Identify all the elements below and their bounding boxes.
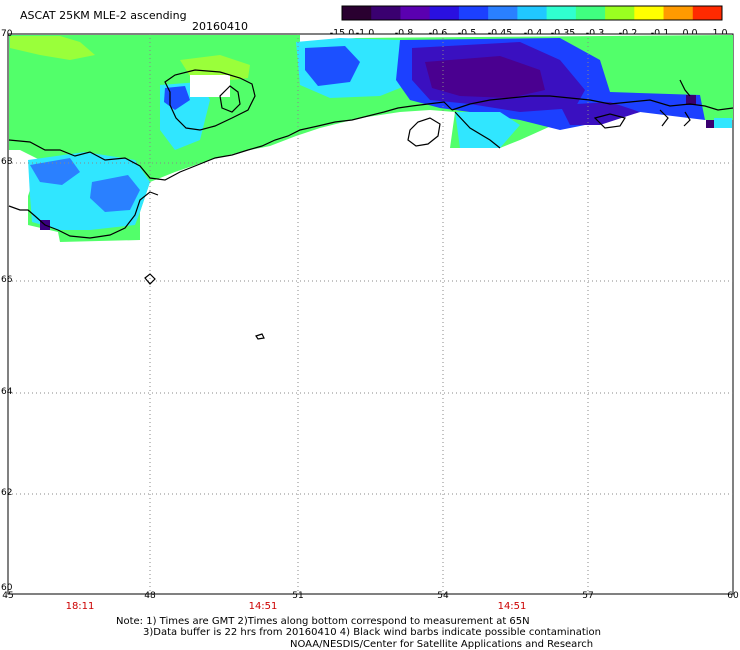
swath-purple-east-pixel	[686, 95, 696, 105]
colorbar-swatch	[517, 6, 548, 20]
longitude-label: 54	[437, 591, 449, 601]
coastline-island-north	[164, 69, 256, 131]
swath-blue-mid	[305, 46, 360, 86]
swath-cyan-east	[455, 112, 520, 148]
longitude-label: 51	[292, 591, 303, 601]
colorbar-swatch	[605, 6, 635, 20]
latitude-label: 64	[1, 387, 13, 397]
time-labels: 18:11 14:51 14:51	[66, 601, 527, 612]
colorbar-swatch	[692, 6, 723, 20]
colorbar-swatch	[400, 6, 431, 20]
pass-time-label: 14:51	[498, 601, 527, 612]
latitude-labels: 70 68 66 64 62 60	[1, 29, 13, 593]
longitude-label: 45	[2, 591, 13, 601]
coastline-west-peninsula	[8, 191, 159, 239]
swath-purple-south	[560, 102, 640, 125]
map-title: ASCAT 25KM MLE-2 ascending	[20, 9, 187, 22]
coastline-east	[451, 95, 734, 111]
pass-time-label: 14:51	[249, 601, 278, 612]
colorbar-swatch	[488, 6, 518, 20]
note-line-2: 3)Data buffer is 22 hrs from 20160410 4)…	[143, 627, 601, 638]
coastline-small-islet-2	[255, 333, 265, 340]
coastline-main	[8, 101, 453, 181]
colorbar-swatch	[663, 6, 694, 20]
longitude-label: 60	[727, 591, 739, 601]
coastline-north-east	[679, 79, 691, 97]
map-date: 20160410	[192, 20, 248, 33]
swath-cyan-east-pixel	[714, 118, 732, 128]
colorbar-swatch	[342, 6, 372, 20]
longitude-labels: 45 48 51 54 57 60	[2, 591, 739, 601]
swath-yellowgreen-patch	[10, 36, 95, 60]
colorbar-swatch	[458, 6, 489, 20]
latitude-label: 60	[1, 583, 13, 593]
colorbar-swatch	[371, 6, 401, 20]
colorbar-border	[341, 5, 723, 21]
coastline-east-inlet-2	[683, 111, 691, 127]
colorbar-swatch	[634, 6, 665, 20]
colorbar-swatch	[575, 6, 606, 20]
coastline-east-lobe	[454, 111, 501, 149]
latitude-label: 68	[1, 157, 13, 167]
coastline-east-inlet	[659, 109, 669, 127]
coastline-small-islet	[144, 273, 156, 285]
coastlines	[8, 69, 734, 340]
credit-line: NOAA/NESDIS/Center for Satellite Applica…	[290, 639, 593, 650]
longitude-label: 57	[582, 591, 593, 601]
swath-blue-region	[30, 158, 80, 185]
colorbar-swatches	[341, 5, 723, 21]
coastline-east-bay	[407, 117, 441, 147]
lat-lon-grid	[8, 34, 733, 594]
coastline-east-bay-2	[593, 113, 626, 129]
coastline-island-detail	[219, 85, 241, 113]
colorbar-swatch	[546, 6, 577, 20]
longitude-label: 48	[144, 591, 156, 601]
data-swath	[9, 35, 733, 242]
swath-gap	[190, 75, 230, 97]
latitude-label: 62	[1, 488, 12, 498]
latitude-label: 66	[1, 275, 13, 285]
swath-purple-edge-pixel	[706, 120, 716, 128]
swath-blue-region-2	[90, 175, 140, 212]
pass-time-label: 18:11	[66, 601, 95, 612]
swath-purple-core	[425, 56, 545, 98]
note-line-1: Note: 1) Times are GMT 2)Times along bot…	[116, 616, 530, 627]
colorbar-swatch	[429, 6, 460, 20]
latitude-label: 70	[1, 29, 13, 39]
map-panel: 70 68 66 64 62 60 45 48 51 54 57 60 18:11 14:51 14:5…	[1, 29, 739, 612]
